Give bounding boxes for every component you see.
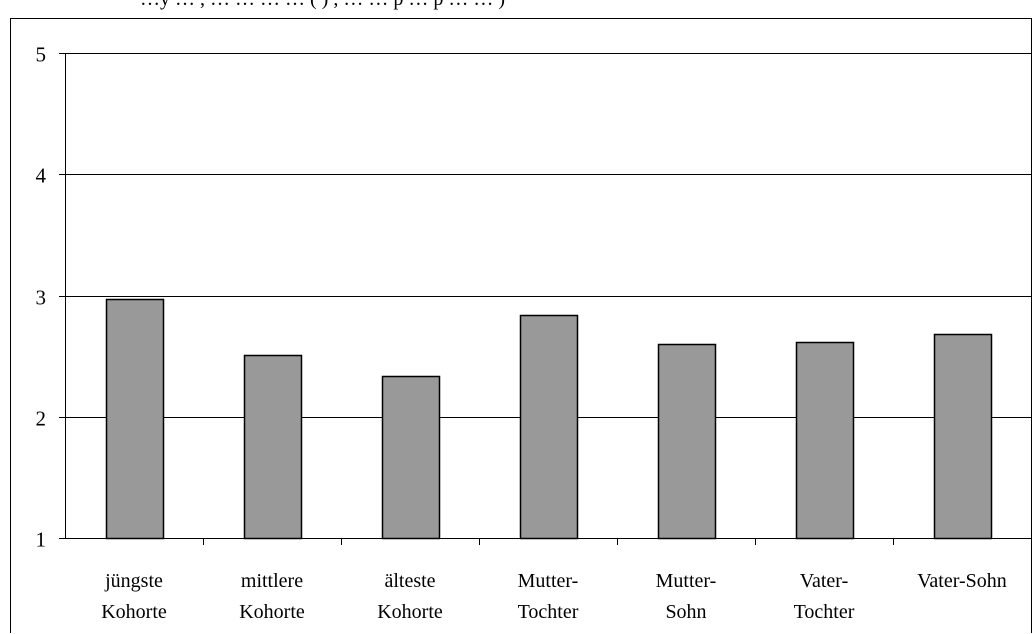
category-label: Mutter- <box>656 570 717 592</box>
category-label: älteste <box>384 570 435 592</box>
category-label: Vater-Sohn <box>917 570 1007 592</box>
category-label: mittlere <box>241 570 303 592</box>
y-tick-label: 4 <box>36 164 47 188</box>
category-label: Mutter- <box>518 570 579 592</box>
y-tick-label: 1 <box>36 528 47 552</box>
category-label: jüngste <box>104 570 163 592</box>
category-label: Sohn <box>665 601 706 623</box>
category-label: Vater- <box>800 570 848 592</box>
bars <box>105 298 993 540</box>
title-text: …y … , … … … … ( ) , … … p … p … … ) <box>140 0 505 11</box>
bar-6 <box>933 333 993 540</box>
y-tick-label: 3 <box>36 286 47 310</box>
bar-3 <box>519 314 579 540</box>
category-label: Kohorte <box>239 601 305 623</box>
bar-1 <box>243 354 303 540</box>
category-label: Tochter <box>794 601 855 623</box>
axes <box>59 53 1032 545</box>
bar-5 <box>795 341 855 540</box>
chart-title-fragment: …y … , … … … … ( ) , … … p … p … … ) <box>0 0 1033 18</box>
category-label: Tochter <box>518 601 579 623</box>
chart-frame <box>10 18 1032 633</box>
bar-4 <box>657 343 717 540</box>
bar-2 <box>381 375 441 540</box>
y-tick-label: 5 <box>36 43 47 67</box>
category-label: Kohorte <box>101 601 167 623</box>
y-tick-label: 2 <box>36 407 47 431</box>
category-label: Kohorte <box>377 601 443 623</box>
y-tick-labels: 1 2 3 4 5 <box>36 43 47 552</box>
bar-0 <box>105 298 165 540</box>
x-category-labels: jüngste Kohorte mittlere Kohorte älteste Koho… <box>101 570 1007 623</box>
